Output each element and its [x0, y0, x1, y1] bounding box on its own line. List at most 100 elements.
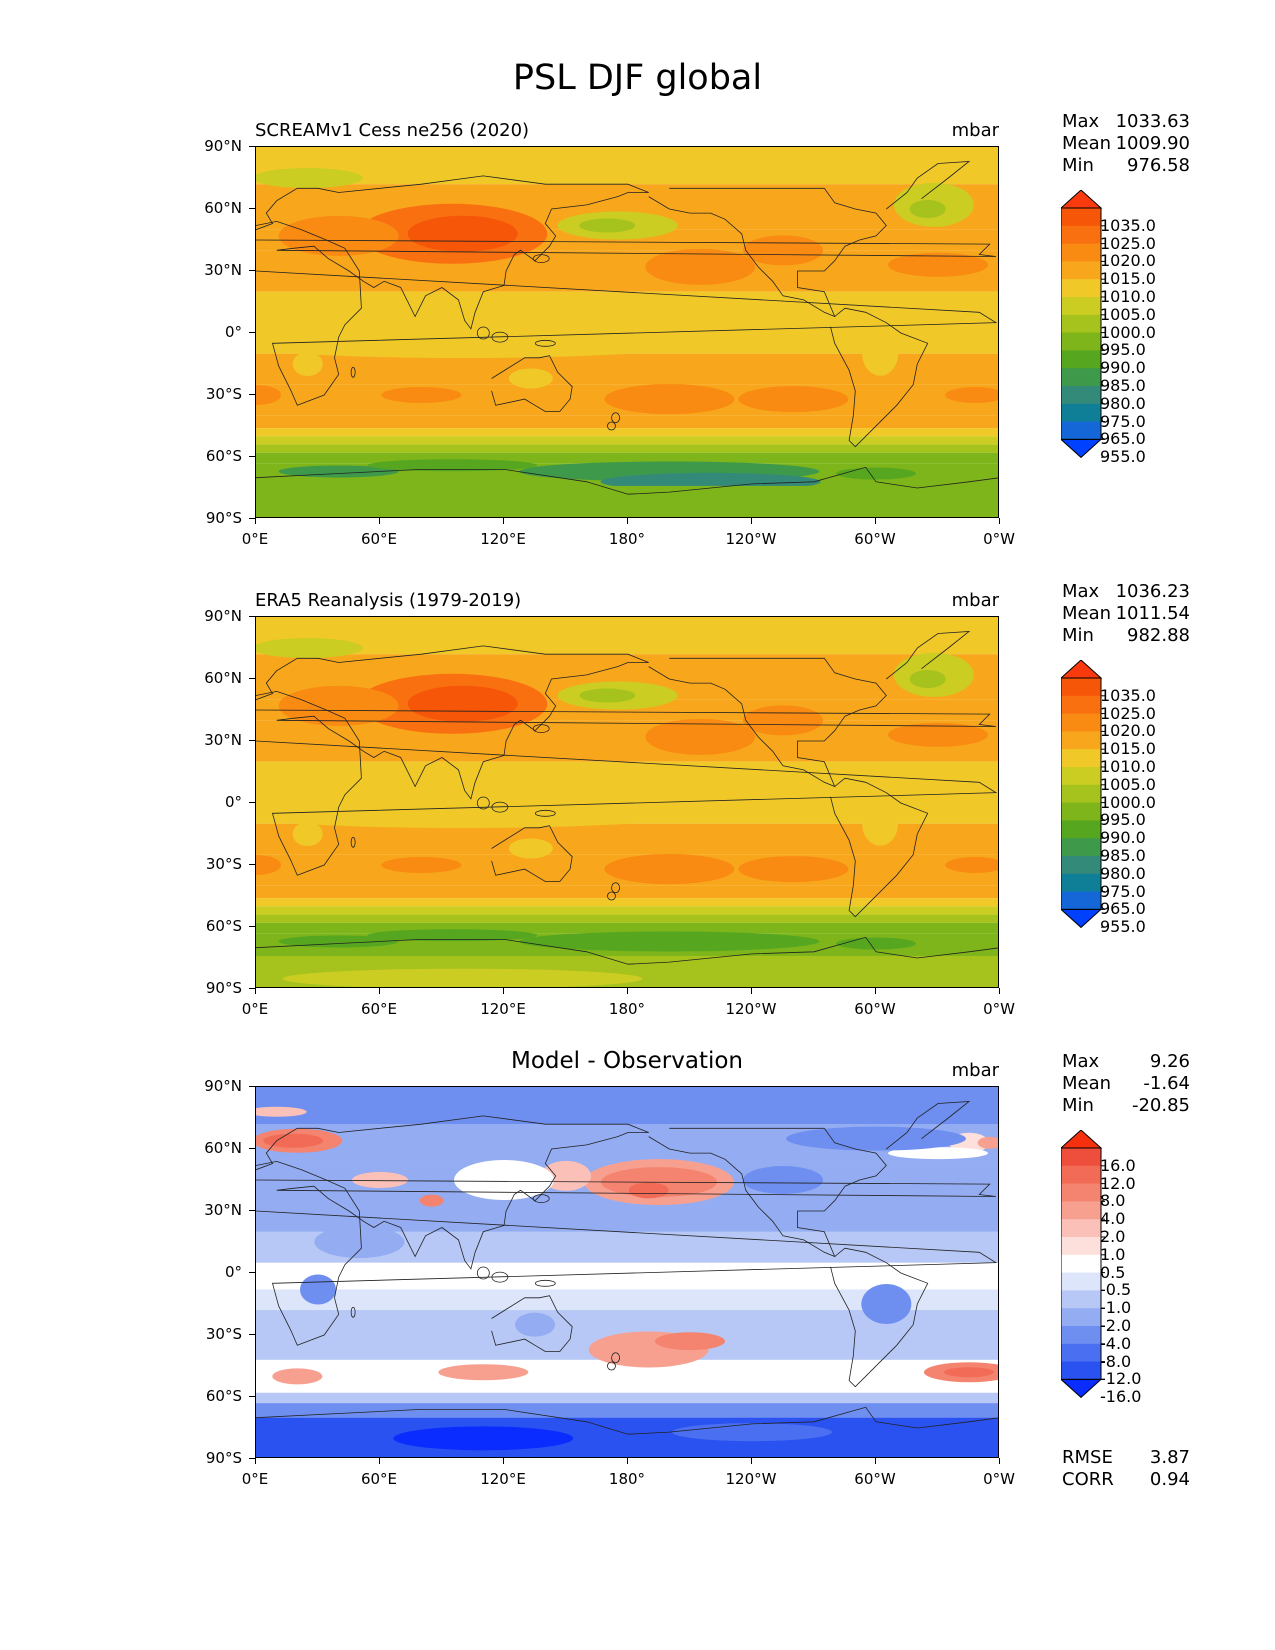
lat-tick-mark [249, 740, 255, 741]
field-contour [579, 218, 636, 233]
field-contour [256, 855, 281, 875]
colorbar-segment [1061, 421, 1101, 440]
colorbar-segment [1061, 678, 1101, 697]
lon-tick-label: 60°E [360, 530, 398, 548]
field-contour [945, 387, 998, 403]
field-contour [614, 302, 998, 343]
lon-tick-label: 120°E [480, 530, 526, 548]
field-contour [454, 1160, 554, 1200]
field-band [256, 147, 998, 185]
colorbar-segment [1061, 1165, 1101, 1185]
field-contour [743, 235, 823, 266]
colorbar-segment [1061, 695, 1101, 715]
lat-tick-label: 30°N [204, 261, 242, 279]
field-contour [888, 252, 988, 277]
field-contour [352, 1172, 408, 1188]
field-contour [300, 1274, 336, 1305]
field-band [256, 720, 998, 762]
field-contour [645, 248, 756, 285]
stats-box: Max 9.26 Mean -1.64 Min -20.85 [1062, 1051, 1190, 1117]
field-contour [628, 1182, 669, 1199]
lat-tick-label: 30°S [205, 1325, 242, 1343]
field-contour [508, 368, 553, 389]
lon-tick-label: 0°W [983, 1000, 1015, 1018]
colorbar-label: 1025.0 [1100, 703, 1156, 723]
colorbar-label: 975.0 [1100, 411, 1146, 431]
lat-tick-mark [249, 1210, 255, 1211]
colorbar-segment [1061, 1343, 1101, 1363]
colorbar-segment [1061, 1219, 1101, 1238]
lon-tick-label: 180° [608, 1470, 646, 1488]
lon-tick-label: 60°W [854, 530, 896, 548]
field-contour [645, 718, 756, 755]
field-contour [519, 931, 820, 952]
colorbar-segment [1061, 1290, 1101, 1309]
field-contour [292, 352, 323, 376]
lon-tick-mark [627, 988, 628, 994]
min-value: -20.85 [1131, 1095, 1190, 1116]
field-band [256, 1087, 998, 1125]
field-band [256, 250, 998, 292]
colorbar-label: 990.0 [1100, 828, 1146, 848]
field-contour [272, 1368, 323, 1385]
field-band [256, 1417, 998, 1457]
colorbar-segment [1061, 1272, 1101, 1291]
field-contour [786, 1126, 966, 1151]
lon-tick-label: 120°W [725, 1470, 777, 1488]
field-band [256, 898, 998, 907]
field-contour [743, 705, 823, 736]
lat-tick-mark [249, 988, 255, 989]
lon-tick-label: 180° [608, 1000, 646, 1018]
field-contour [614, 772, 998, 813]
field-contour [256, 168, 363, 188]
field-contour [861, 1284, 912, 1324]
lat-tick-mark [249, 1272, 255, 1273]
colorbar-label: 1035.0 [1100, 215, 1156, 235]
colorbar-segment [1061, 1237, 1101, 1256]
colorbar-segment [1061, 261, 1101, 280]
lon-tick-mark [627, 1458, 628, 1464]
colorbar-label: 1000.0 [1100, 792, 1156, 812]
field-contour [579, 688, 636, 703]
lon-tick-mark [503, 988, 504, 994]
field-contour [888, 1147, 988, 1160]
field-contour [381, 387, 462, 403]
figure-title: PSL DJF global [512, 58, 763, 98]
colorbar-label: -0.5 [1100, 1280, 1132, 1300]
colorbar-label: -2.0 [1100, 1316, 1132, 1335]
lat-tick-label: 60°N [204, 199, 242, 217]
colorbar-label: 975.0 [1100, 881, 1146, 901]
lat-tick-label: 60°N [204, 1139, 242, 1157]
panel-model: SCREAMv1 Cess ne256 (2020) mbar 90°N 60°N… [0, 111, 1275, 580]
lon-tick-label: 0°W [983, 530, 1015, 548]
colorbar-label: 16.0 [1100, 1155, 1136, 1175]
max-value: 9.26 [1149, 1051, 1190, 1072]
colorbar-label: 1015.0 [1100, 269, 1156, 289]
colorbar-label: -1.0 [1100, 1298, 1132, 1318]
colorbar-segment [1061, 225, 1101, 245]
units-label: mbar [951, 1060, 999, 1081]
field-contour [278, 685, 399, 726]
lat-tick-label: 60°S [205, 447, 242, 465]
lat-tick-label: 60°S [205, 1387, 242, 1405]
field-contour [743, 1166, 823, 1194]
lat-tick-label: 90°N [204, 1077, 242, 1095]
field-contour [256, 638, 363, 658]
max-value: 1033.63 [1115, 111, 1190, 132]
lon-tick-mark [503, 518, 504, 524]
colorbar-label: -16.0 [1100, 1387, 1142, 1407]
mean-value: -1.64 [1143, 1073, 1190, 1094]
colorbar-label: 8.0 [1100, 1191, 1126, 1211]
colorbar-diff [1059, 1129, 1107, 1429]
field-band [256, 1403, 998, 1418]
colorbar-bottom-extension [1059, 1378, 1103, 1399]
colorbar-segment [1061, 1361, 1101, 1380]
field-contour [278, 215, 399, 256]
lon-tick-label: 120°E [480, 1000, 526, 1018]
colorbar-label: 1.0 [1100, 1244, 1126, 1264]
colorbar-top-extension [1059, 659, 1103, 679]
lat-tick-mark [249, 456, 255, 457]
lat-tick-mark [249, 926, 255, 927]
field-contour [292, 822, 323, 846]
max-value: 1036.23 [1115, 581, 1190, 602]
